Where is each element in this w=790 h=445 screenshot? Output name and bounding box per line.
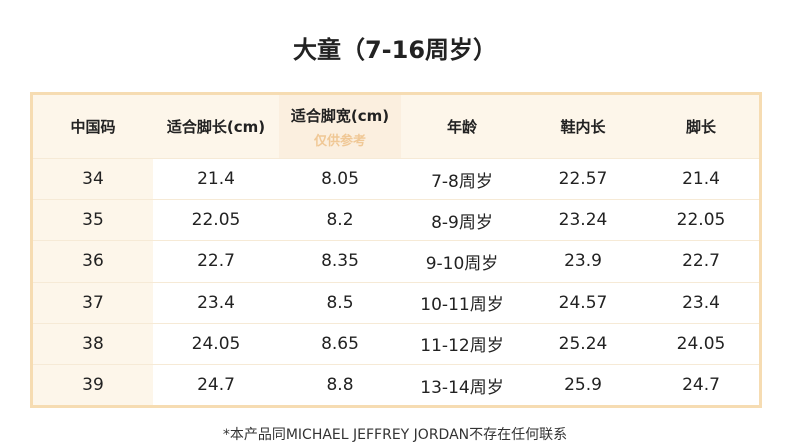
cell-text: 39: [82, 375, 104, 396]
cell-text: 8.65: [321, 333, 359, 354]
cell-text: 24.57: [558, 292, 608, 313]
cell-text: 35: [82, 210, 104, 231]
cell-text: 22.7: [682, 251, 720, 272]
body-cell: 22.7: [153, 240, 279, 281]
body-cell: 22.7: [643, 240, 759, 281]
cell-text: 22.05: [676, 210, 726, 231]
body-cell: 23.4: [153, 281, 279, 323]
body-cell: 22.57: [523, 158, 643, 199]
body-cell: 36: [33, 240, 153, 282]
cell-text: 36: [82, 251, 104, 272]
cell-text: 25.9: [564, 375, 602, 396]
body-cell: 22.05: [153, 199, 279, 240]
cell-text: 23.4: [197, 292, 235, 313]
body-cell: 25.24: [523, 322, 643, 364]
body-cell: 24.7: [643, 364, 759, 405]
header-note: 仅供参考: [313, 133, 366, 149]
cell-text: 11-12周岁: [420, 336, 504, 357]
cell-text: 13-14周岁: [420, 377, 504, 398]
body-cell: 8-9周岁: [401, 199, 523, 240]
body-cell: 23.24: [523, 199, 643, 240]
body-cell: 38: [33, 322, 153, 364]
body-cell: 39: [33, 364, 153, 406]
cell-text: 10-11周岁: [420, 295, 504, 316]
body-cell: 8.5: [279, 281, 401, 323]
body-cell: 8.05: [279, 158, 401, 199]
cell-text: 24.05: [191, 333, 241, 354]
body-cell: 21.4: [643, 158, 759, 199]
cell-text: 24.7: [682, 375, 720, 396]
cell-text: 25.24: [558, 333, 608, 354]
body-cell: 24.57: [523, 281, 643, 323]
cell-text: 23.4: [682, 292, 720, 313]
cell-text: 适合脚长(cm): [166, 118, 266, 136]
title: 大童（7-16周岁）: [292, 36, 498, 64]
body-cell: 37: [33, 281, 153, 323]
cell-text: 8.2: [326, 210, 354, 231]
cell-text: 38: [82, 333, 104, 354]
cell-text: 37: [82, 292, 104, 313]
body-cell: 8.2: [279, 199, 401, 240]
header-cell: 鞋内长: [523, 95, 643, 158]
body-cell: 21.4: [153, 158, 279, 199]
cell-text: 22.7: [197, 251, 235, 272]
body-cell: 24.05: [643, 322, 759, 364]
cell-text: 23.24: [558, 210, 608, 231]
cell-text: 7-8周岁: [431, 171, 493, 192]
footer-note: *本产品同MICHAEL JEFFREY JORDAN不存在任何联系: [222, 427, 568, 443]
header-cell: 年龄: [401, 95, 523, 158]
cell-text: 34: [82, 169, 104, 190]
cell-text: 22.05: [191, 210, 241, 231]
cell-text: 适合脚宽(cm): [290, 106, 390, 125]
cell-text: 24.7: [197, 375, 235, 396]
header-cell: 适合脚宽(cm) 仅供参考: [279, 95, 401, 158]
cell-text: 鞋内长: [560, 118, 606, 136]
cell-text: 9-10周岁: [425, 253, 499, 274]
cell-text: 8.05: [321, 169, 359, 190]
body-cell: 25.9: [523, 364, 643, 405]
cell-text: 21.4: [197, 169, 235, 190]
body-cell: 13-14周岁: [401, 364, 523, 405]
cell-text: 8.8: [326, 375, 354, 396]
body-cell: 22.05: [643, 199, 759, 240]
size-table: 中国码 适合脚长(cm) 适合脚宽(cm) 仅供参考 年龄 鞋内长 脚长 34 21.4 8.05…: [30, 92, 762, 408]
body-cell: 34: [33, 158, 153, 200]
body-cell: 24.05: [153, 322, 279, 364]
cell-text: 中国码: [70, 118, 116, 136]
cell-text: 24.05: [676, 333, 726, 354]
cell-text: 8.35: [321, 251, 359, 272]
body-cell: 35: [33, 199, 153, 241]
cell-text: 脚长: [685, 118, 716, 136]
body-cell: 8.35: [279, 240, 401, 281]
cell-text: 8-9周岁: [431, 212, 493, 233]
body-cell: 23.9: [523, 240, 643, 281]
body-cell: 8.65: [279, 322, 401, 364]
body-cell: 11-12周岁: [401, 322, 523, 364]
body-cell: 23.4: [643, 281, 759, 323]
body-cell: 8.8: [279, 364, 401, 405]
header-cell: 适合脚长(cm): [153, 95, 279, 158]
header-cell: 中国码: [33, 95, 153, 158]
body-cell: 10-11周岁: [401, 281, 523, 323]
body-cell: 24.7: [153, 364, 279, 405]
cell-text: 21.4: [682, 169, 720, 190]
body-cell: 7-8周岁: [401, 158, 523, 199]
header-cell: 脚长: [643, 95, 759, 158]
cell-text: 23.9: [564, 251, 602, 272]
cell-text: 年龄: [446, 118, 477, 136]
cell-text: 22.57: [558, 169, 608, 190]
body-cell: 9-10周岁: [401, 240, 523, 281]
cell-text: 8.5: [326, 292, 354, 313]
